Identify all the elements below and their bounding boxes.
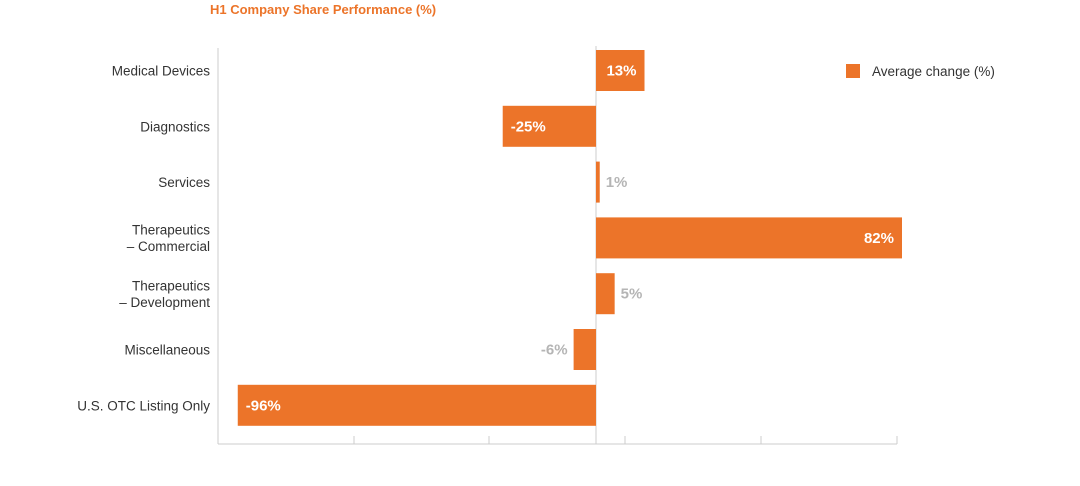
bars bbox=[237, 50, 902, 426]
legend-label: Average change (%) bbox=[872, 64, 995, 79]
category-label-4: Therapeutics – Development bbox=[119, 278, 210, 310]
value-labels: 13% -25% 1% 82% 5% -6% -96% bbox=[246, 63, 894, 415]
bar-2 bbox=[596, 161, 600, 203]
value-label-0: 13% bbox=[606, 63, 636, 80]
category-label-0: Medical Devices bbox=[112, 64, 211, 79]
category-label-6: U.S. OTC Listing Only bbox=[77, 398, 210, 413]
category-label-5: Miscellaneous bbox=[124, 343, 210, 358]
legend-swatch bbox=[846, 64, 860, 78]
value-label-2: 1% bbox=[606, 174, 628, 191]
value-label-3: 82% bbox=[864, 230, 894, 247]
bar-0 bbox=[596, 50, 645, 91]
legend: Average change (%) bbox=[846, 64, 995, 79]
value-label-6: -96% bbox=[246, 397, 281, 414]
category-label-1: Diagnostics bbox=[140, 119, 210, 134]
value-label-5: -6% bbox=[541, 342, 568, 359]
bar-3 bbox=[596, 217, 902, 259]
bar-4 bbox=[596, 273, 615, 315]
category-label-3: Therapeutics – Commercial bbox=[127, 223, 211, 255]
bar-6 bbox=[237, 384, 596, 426]
chart-title: H1 Company Share Performance (%) bbox=[210, 2, 437, 17]
bar-1 bbox=[502, 105, 596, 147]
value-label-4: 5% bbox=[621, 286, 643, 303]
category-labels: Medical Devices Diagnostics Services Therap… bbox=[77, 64, 210, 414]
value-label-1: -25% bbox=[511, 118, 546, 135]
category-label-2: Services bbox=[158, 175, 210, 190]
bar-5 bbox=[573, 329, 596, 370]
